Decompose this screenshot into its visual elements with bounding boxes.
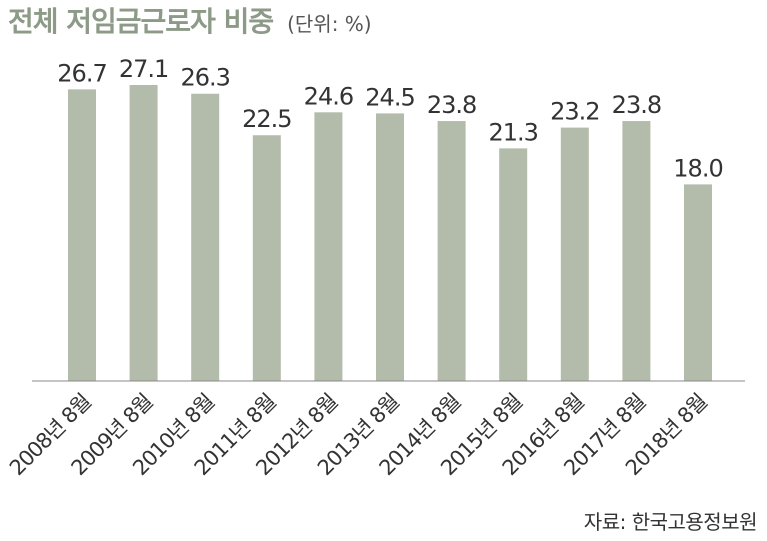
data-label: 18.0 (673, 154, 722, 182)
bar (560, 127, 589, 382)
title-block: 전체 저임금근로자 비중 (단위: %) (8, 0, 372, 40)
data-label: 21.3 (488, 118, 537, 146)
data-label: 26.7 (57, 59, 106, 87)
bar (252, 135, 281, 381)
bar (68, 89, 96, 381)
bar (191, 93, 220, 381)
bar (684, 184, 712, 381)
bar (437, 121, 466, 381)
data-label: 23.8 (427, 91, 476, 119)
chart-unit: (단위: %) (287, 12, 372, 36)
data-label: 24.5 (365, 83, 414, 111)
data-label: 26.3 (180, 64, 229, 92)
bar (499, 148, 528, 381)
bar (129, 85, 158, 381)
chart-title: 전체 저임금근로자 비중 (8, 5, 274, 38)
data-label: 27.1 (119, 55, 168, 83)
data-label: 23.8 (612, 91, 661, 119)
bar (622, 121, 651, 381)
bar (314, 112, 343, 381)
data-label: 23.2 (550, 98, 599, 126)
source-note: 자료: 한국고용정보원 (583, 510, 758, 534)
bar (376, 113, 404, 381)
data-label: 24.6 (304, 82, 353, 110)
data-label: 22.5 (242, 105, 291, 133)
